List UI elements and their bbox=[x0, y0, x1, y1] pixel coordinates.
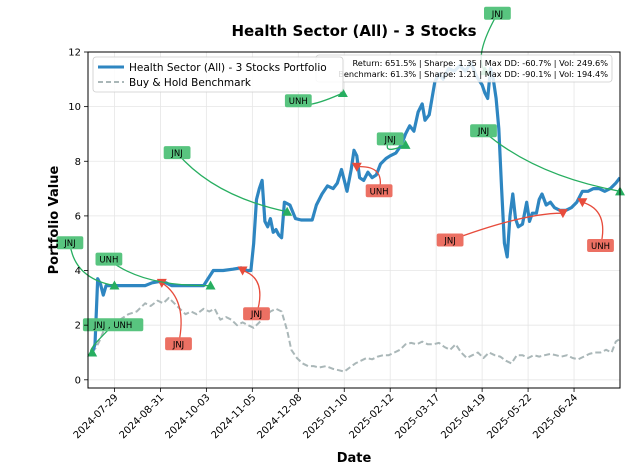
trade-label: JNJ bbox=[443, 237, 455, 247]
portfolio-line bbox=[90, 61, 620, 354]
legend-frame bbox=[92, 56, 344, 93]
trade-label-box bbox=[484, 6, 511, 20]
trade-arrow bbox=[176, 152, 288, 213]
y-axis-title: Portfolio Value bbox=[47, 165, 62, 274]
x-tick-label: 2025-01-10 bbox=[301, 392, 350, 441]
trade-label-box bbox=[587, 239, 614, 252]
trade-label-box bbox=[376, 132, 404, 146]
trade-arrow bbox=[161, 282, 182, 345]
trade-label-box bbox=[284, 94, 312, 108]
x-tick-label: 2025-03-17 bbox=[393, 392, 442, 441]
benchmark-line bbox=[91, 296, 620, 373]
trade-label: JNJ bbox=[491, 10, 503, 20]
trade-label-box bbox=[470, 124, 497, 138]
chart-title: Health Sector (All) - 3 Stocks bbox=[231, 22, 476, 40]
plot-frame bbox=[87, 51, 621, 389]
series-layer bbox=[90, 61, 620, 373]
stats-line-portfolio: Return: 651.5% | Sharpe: 1.35 | Max DD: … bbox=[352, 58, 608, 68]
x-axis-title: Date bbox=[337, 451, 372, 466]
y-tick-label: 12 bbox=[68, 48, 81, 59]
trade-markers bbox=[87, 66, 625, 357]
x-tick-label: 2025-04-19 bbox=[439, 392, 488, 441]
trade-label: UNH bbox=[591, 242, 610, 252]
trade-label: JNJ bbox=[172, 340, 184, 350]
x-tick-label: 2024-08-31 bbox=[118, 392, 167, 441]
legend: Health Sector (All) - 3 Stocks Portfolio… bbox=[92, 56, 344, 93]
trade-arrow bbox=[108, 259, 211, 287]
y-tick-label: 6 bbox=[75, 211, 81, 222]
sell-marker bbox=[351, 162, 362, 172]
sell-marker bbox=[557, 209, 568, 219]
trade-label: UNH bbox=[289, 97, 308, 107]
y-tick-label: 8 bbox=[75, 157, 81, 168]
trade-label: UNH bbox=[99, 256, 118, 266]
x-tick-label: 2024-12-08 bbox=[256, 392, 305, 441]
trade-arrow bbox=[449, 212, 563, 242]
trade-label-box bbox=[243, 307, 270, 321]
x-tick-label: 2025-06-24 bbox=[531, 392, 580, 441]
trade-label-box bbox=[82, 318, 144, 332]
y-tick-label: 4 bbox=[75, 266, 81, 277]
x-tick-label: 2024-10-03 bbox=[164, 392, 213, 441]
x-tick-label: 2025-05-22 bbox=[485, 392, 534, 441]
trade-label: JNJ , UNH bbox=[93, 321, 132, 331]
stats-box: Return: 651.5% | Sharpe: 1.35 | Max DD: … bbox=[315, 54, 613, 83]
y-tick-label: 0 bbox=[75, 375, 81, 386]
trade-arrow bbox=[69, 243, 115, 287]
x-tick-label: 2025-02-12 bbox=[347, 392, 396, 441]
legend-label-portfolio: Health Sector (All) - 3 Stocks Portfolio bbox=[129, 62, 327, 74]
trade-label: JNJ bbox=[170, 149, 182, 159]
trade-annotations: JNJ , UNH JNJ JNJ UNH JNJ JNJ UNH JNJ JNJ JNJ UNH J… bbox=[56, 6, 621, 354]
y-tick-label: 2 bbox=[75, 321, 81, 332]
trade-label: JNJ bbox=[477, 127, 489, 137]
trade-arrow bbox=[483, 130, 621, 192]
trade-label-box bbox=[365, 184, 393, 198]
trade-label-box bbox=[163, 146, 191, 160]
trade-label: JNJ bbox=[63, 239, 75, 249]
trade-label-box bbox=[56, 236, 84, 250]
stats-line-benchmark: Benchmark: 61.3% | Sharpe: 1.21 | Max DD… bbox=[338, 69, 608, 79]
y-tick-label: 10 bbox=[68, 102, 81, 113]
trade-label-box bbox=[436, 233, 464, 247]
trade-label: JNJ bbox=[250, 310, 262, 320]
trade-label-box bbox=[165, 337, 192, 351]
trade-label: UNH bbox=[370, 187, 389, 197]
x-tick-label: 2024-07-29 bbox=[72, 392, 121, 441]
trade-label-box bbox=[95, 252, 123, 266]
legend-label-benchmark: Buy & Hold Benchmark bbox=[129, 77, 252, 89]
x-tick-label: 2024-11-05 bbox=[210, 392, 259, 441]
trade-label: JNJ bbox=[384, 135, 396, 145]
